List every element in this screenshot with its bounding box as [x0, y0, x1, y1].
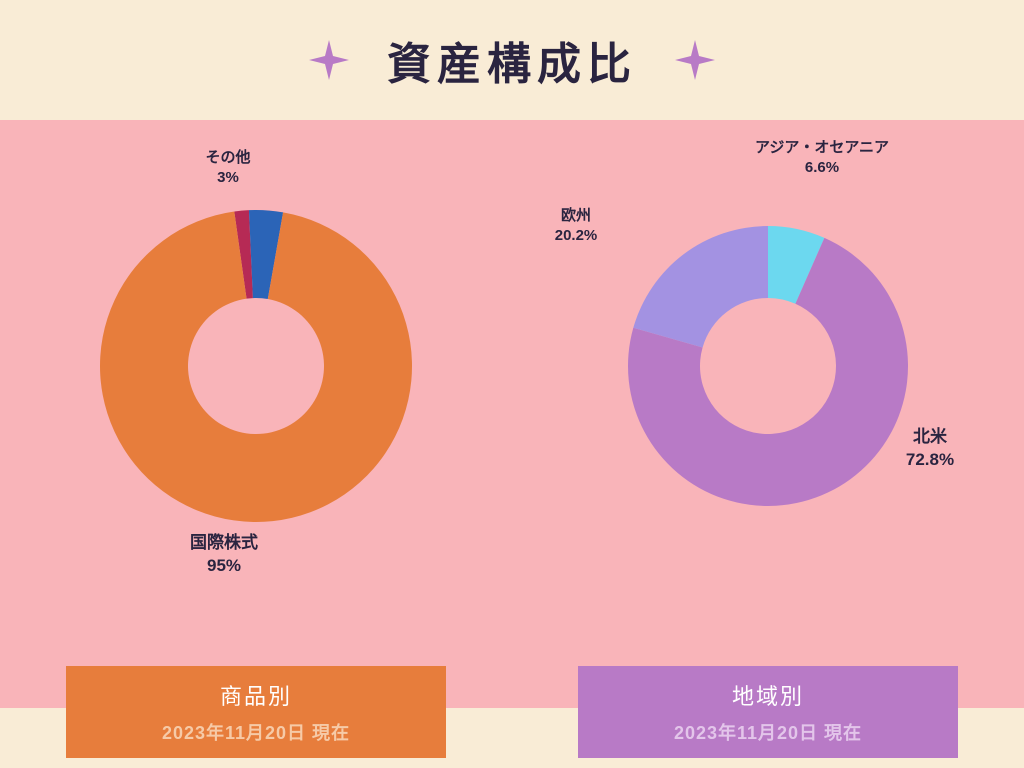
page-title: 資産構成比	[387, 28, 637, 92]
slice-label: 欧州20.2%	[555, 206, 598, 247]
sparkle-icon	[675, 40, 715, 80]
left-panel: その他3% 国際株式95% 商品別 2023年11月20日 現在	[0, 120, 512, 768]
donut-svg	[512, 120, 1024, 600]
right-panel: アジア・オセアニア6.6% 北米72.8% 欧州20.2% 地域別 2023年11月…	[512, 120, 1024, 768]
slice-label: 国際株式95%	[190, 532, 258, 578]
donut-chart-product: その他3% 国際株式95%	[0, 120, 512, 600]
sparkle-icon	[309, 40, 349, 80]
caption-product: 商品別 2023年11月20日 現在	[66, 666, 446, 758]
donut-chart-region: アジア・オセアニア6.6% 北米72.8% 欧州20.2%	[512, 120, 1024, 600]
slice-label: アジア・オセアニア6.6%	[755, 138, 889, 179]
donut-slice	[633, 226, 768, 347]
canvas: 資産構成比 その他3% 国際株式95% 商品別 2023年11月20日 現在 アジ…	[0, 0, 1024, 768]
header-band: 資産構成比	[0, 0, 1024, 120]
caption-date: 2023年11月20日 現在	[674, 719, 862, 745]
caption-date: 2023年11月20日 現在	[162, 719, 350, 745]
donut-svg	[0, 120, 512, 600]
caption-title: 地域別	[732, 679, 804, 711]
chart-area: その他3% 国際株式95% 商品別 2023年11月20日 現在 アジア・オセアニ…	[0, 120, 1024, 768]
caption-title: 商品別	[220, 679, 292, 711]
slice-label: その他3%	[205, 148, 250, 189]
slice-label: 北米72.8%	[906, 426, 954, 472]
caption-region: 地域別 2023年11月20日 現在	[578, 666, 958, 758]
